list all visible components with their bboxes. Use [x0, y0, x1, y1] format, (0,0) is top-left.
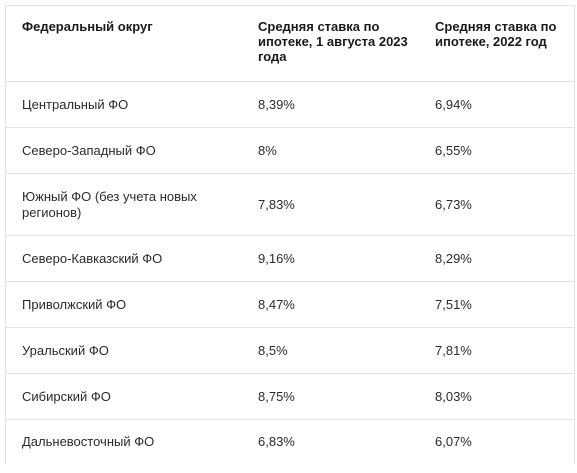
rate-2022-cell: 6,07% — [435, 434, 472, 449]
table-row: Южный ФО (без учета новых регионов) 7,83… — [6, 174, 574, 236]
rate-2023-cell: 6,83% — [258, 434, 295, 449]
district-cell: Центральный ФО — [22, 96, 129, 112]
table-row: Дальневосточный ФО 6,83% 6,07% — [6, 420, 574, 464]
table-row: Центральный ФО 8,39% 6,94% — [6, 82, 574, 128]
rate-2023-cell: 8,5% — [258, 342, 288, 358]
district-cell: Северо-Кавказский ФО — [22, 250, 163, 266]
rate-2023-cell: 7,83% — [258, 196, 295, 212]
rate-2023-cell: 8,39% — [258, 96, 295, 112]
rate-2022-cell: 8,29% — [435, 250, 472, 266]
rate-2022-cell: 6,73% — [435, 196, 472, 212]
district-cell: Сибирский ФО — [22, 388, 111, 404]
district-cell: Уральский ФО — [22, 342, 109, 358]
rate-2022-cell: 8,03% — [435, 388, 472, 404]
header-rate-2022: Средняя ставка по ипотеке, 2022 год — [435, 19, 557, 49]
rate-2022-cell: 7,51% — [435, 296, 472, 312]
header-federal-district: Федеральный округ — [22, 19, 153, 34]
table-header-row: Федеральный округ Средняя ставка по ипот… — [6, 6, 574, 82]
header-rate-2023: Средняя ставка по ипотеке, 1 августа 202… — [258, 19, 408, 64]
district-cell: Приволжский ФО — [22, 296, 127, 312]
district-cell: Северо-Западный ФО — [22, 142, 156, 158]
rate-2022-cell: 6,55% — [435, 142, 472, 158]
rate-2023-cell: 8,47% — [258, 296, 295, 312]
rate-2022-cell: 7,81% — [435, 342, 472, 358]
table-row: Уральский ФО 8,5% 7,81% — [6, 328, 574, 374]
table-row: Сибирский ФО 8,75% 8,03% — [6, 374, 574, 420]
table-row: Северо-Кавказский ФО 9,16% 8,29% — [6, 236, 574, 282]
rate-2023-cell: 8% — [258, 142, 277, 158]
table-row: Приволжский ФО 8,47% 7,51% — [6, 282, 574, 328]
table-row: Северо-Западный ФО 8% 6,55% — [6, 128, 574, 174]
district-cell: Южный ФО (без учета новых регионов) — [22, 188, 197, 220]
rate-2023-cell: 9,16% — [258, 250, 295, 266]
district-cell: Дальневосточный ФО — [22, 434, 155, 449]
mortgage-rate-table: Федеральный округ Средняя ставка по ипот… — [5, 5, 575, 464]
rate-2022-cell: 6,94% — [435, 96, 472, 112]
rate-2023-cell: 8,75% — [258, 388, 295, 404]
